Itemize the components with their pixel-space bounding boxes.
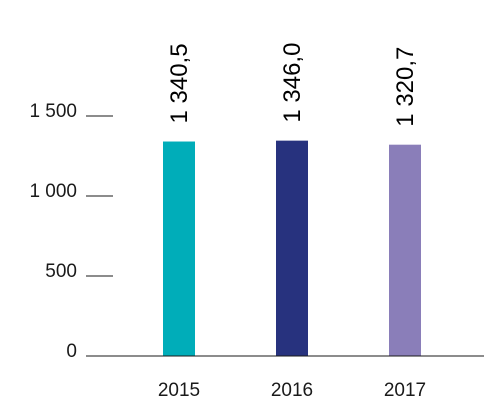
y-tick-label: 1 000: [29, 181, 77, 202]
y-tick-label: 1 500: [29, 101, 77, 122]
bars: [163, 140, 421, 356]
data-label: 1 346,0: [279, 43, 306, 123]
data-labels: 1 340,5 1 346,0 1 320,7: [166, 43, 419, 127]
x-tick-label: 2017: [384, 380, 426, 401]
x-tick-label: 2015: [158, 380, 200, 401]
x-tick-label: 2016: [271, 380, 313, 401]
bar-2017: [389, 144, 421, 356]
y-tick-label: 0: [66, 341, 77, 362]
data-label: 1 320,7: [392, 47, 419, 127]
bar-2016: [276, 140, 308, 356]
x-axis-labels: 2015 2016 2017: [158, 380, 426, 401]
data-label: 1 340,5: [166, 43, 193, 123]
y-tick-label: 500: [45, 261, 77, 282]
y-axis: 0 500 1 000 1 500: [29, 101, 113, 362]
bar-2015: [163, 141, 195, 356]
